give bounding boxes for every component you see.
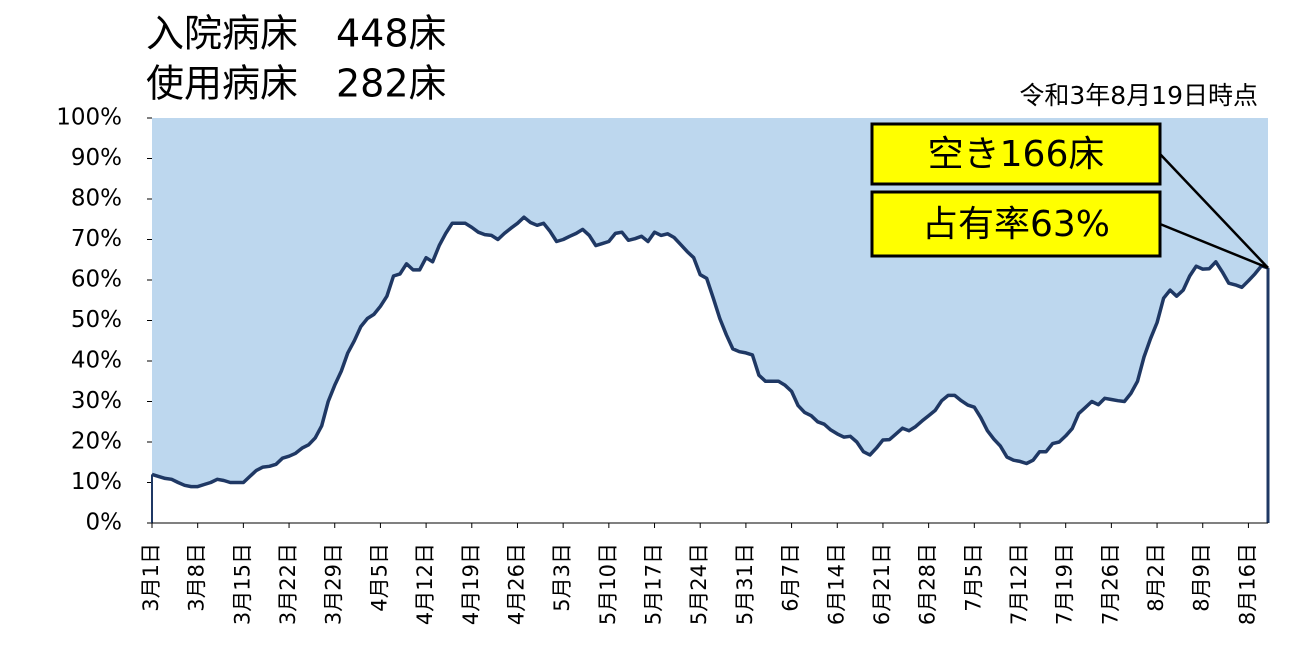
x-tick-label: 7月5日 xyxy=(961,543,985,612)
callout-leader xyxy=(1159,222,1269,270)
y-tick-label: 30% xyxy=(71,388,122,414)
callout-text: 空き166床 xyxy=(928,134,1105,175)
y-tick-label: 70% xyxy=(71,226,122,252)
area xyxy=(152,217,1268,523)
x-tick-label: 6月14日 xyxy=(824,543,848,625)
x-tick-label: 7月19日 xyxy=(1053,543,1077,625)
x-tick-label: 5月17日 xyxy=(642,543,666,625)
y-tick-label: 20% xyxy=(71,429,122,455)
x-tick-label: 7月12日 xyxy=(1007,543,1031,625)
date-note: 令和3年8月19日時点 xyxy=(1019,81,1258,110)
callout-text: 占有率63% xyxy=(922,204,1110,245)
line xyxy=(151,215,1269,489)
x-tick-label: 3月29日 xyxy=(322,543,346,625)
chart-subtitle: 使用病床 282床 xyxy=(146,62,447,106)
x-tick-label: 6月28日 xyxy=(916,543,940,625)
x-tick-label: 5月3日 xyxy=(550,543,574,612)
y-tick-label: 90% xyxy=(71,145,122,171)
x-tick-label: 3月1日 xyxy=(139,543,163,612)
y-tick-label: 50% xyxy=(71,307,122,333)
x-tick-label: 4月12日 xyxy=(413,543,437,625)
callout-leader xyxy=(1159,153,1269,269)
x-tick-label: 3月15日 xyxy=(230,543,254,625)
x-tick-label: 7月26日 xyxy=(1098,543,1122,625)
x-tick-label: 8月2日 xyxy=(1144,543,1168,612)
x-tick-label: 4月5日 xyxy=(367,543,391,612)
x-tick-label: 5月31日 xyxy=(733,543,757,625)
y-tick-label: 80% xyxy=(71,186,122,212)
callout-box xyxy=(870,122,1162,186)
chart-title: 入院病床 448床 xyxy=(146,12,447,56)
y-tick-label: 40% xyxy=(71,348,122,374)
x-tick-label: 8月16日 xyxy=(1235,543,1259,625)
callout-box xyxy=(870,190,1162,258)
x-tick-label: 5月10日 xyxy=(596,543,620,625)
x-tick-label: 6月21日 xyxy=(870,543,894,625)
x-tick-label: 6月7日 xyxy=(779,543,803,612)
x-tick-label: 3月22日 xyxy=(276,543,300,625)
y-tick-label: 10% xyxy=(71,469,122,495)
y-tick-label: 0% xyxy=(86,510,123,536)
x-tick-label: 4月19日 xyxy=(459,543,483,625)
x-tick-label: 8月9日 xyxy=(1190,543,1214,612)
x-tick-label: 3月8日 xyxy=(185,543,209,612)
y-tick-label: 100% xyxy=(56,105,122,131)
x-tick-label: 5月24日 xyxy=(687,543,711,625)
x-tick-label: 4月26日 xyxy=(504,543,528,625)
y-tick-label: 60% xyxy=(71,267,122,293)
